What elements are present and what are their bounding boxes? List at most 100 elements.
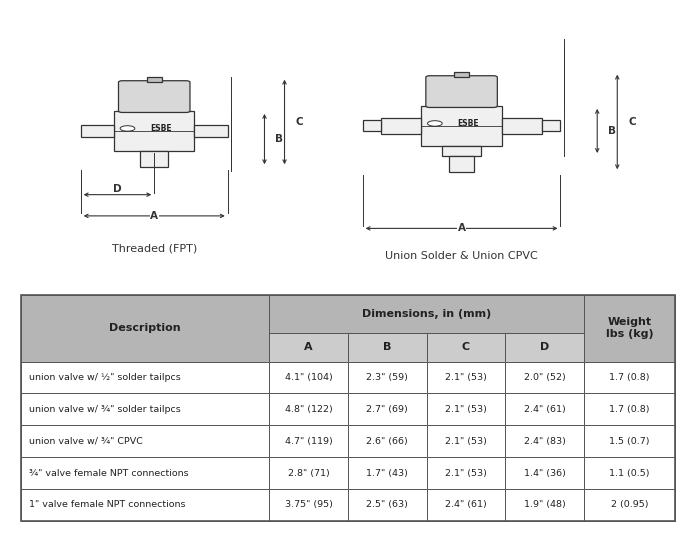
Text: 2.4" (61): 2.4" (61) — [445, 500, 487, 509]
Bar — [584, 295, 675, 362]
Bar — [348, 457, 427, 489]
Text: 2.5" (63): 2.5" (63) — [366, 500, 409, 509]
Text: 1.4" (36): 1.4" (36) — [523, 469, 565, 477]
Bar — [584, 489, 675, 521]
Circle shape — [120, 125, 135, 131]
Bar — [21, 457, 269, 489]
Bar — [269, 362, 348, 394]
Bar — [21, 394, 269, 425]
Bar — [21, 295, 269, 362]
Bar — [422, 106, 502, 146]
Text: 2.0" (52): 2.0" (52) — [523, 373, 565, 382]
Text: 2.7" (69): 2.7" (69) — [366, 405, 408, 414]
Text: 2.6" (66): 2.6" (66) — [366, 437, 408, 446]
Bar — [584, 425, 675, 457]
Text: Weight
lbs (kg): Weight lbs (kg) — [606, 317, 654, 339]
Bar — [348, 362, 427, 394]
Text: D: D — [113, 184, 122, 194]
Bar — [541, 121, 560, 131]
FancyBboxPatch shape — [118, 81, 190, 113]
Bar — [505, 333, 584, 362]
Bar — [348, 394, 427, 425]
Bar — [505, 425, 584, 457]
Bar — [269, 333, 348, 362]
Text: 1.9" (48): 1.9" (48) — [523, 500, 565, 509]
Text: 1.5 (0.7): 1.5 (0.7) — [609, 437, 650, 446]
Text: 2.8" (71): 2.8" (71) — [288, 469, 330, 477]
Text: 2.1" (53): 2.1" (53) — [445, 437, 487, 446]
Text: C: C — [628, 117, 635, 127]
Bar — [449, 156, 474, 172]
Text: 1.7" (43): 1.7" (43) — [366, 469, 409, 477]
Bar — [269, 425, 348, 457]
Bar — [21, 425, 269, 457]
Bar — [505, 394, 584, 425]
Text: Description: Description — [109, 323, 181, 333]
Bar — [147, 77, 161, 82]
Bar — [269, 295, 584, 333]
Text: 2 (0.95): 2 (0.95) — [611, 500, 648, 509]
Bar — [454, 72, 469, 77]
Text: union valve w/ ½" solder tailpcs: union valve w/ ½" solder tailpcs — [29, 373, 180, 382]
Bar — [427, 457, 505, 489]
Text: 1.7 (0.8): 1.7 (0.8) — [609, 405, 650, 414]
Bar — [502, 118, 541, 134]
Text: union valve w/ ¾" solder tailpcs: union valve w/ ¾" solder tailpcs — [29, 405, 180, 414]
Text: 2.1" (53): 2.1" (53) — [445, 373, 487, 382]
Bar — [21, 489, 269, 521]
Bar — [21, 362, 269, 394]
Text: C: C — [295, 117, 303, 127]
Text: 1" valve female NPT connections: 1" valve female NPT connections — [29, 500, 185, 509]
Text: Union Solder & Union CPVC: Union Solder & Union CPVC — [385, 251, 538, 261]
Bar — [194, 125, 228, 137]
Bar — [584, 362, 675, 394]
Text: A: A — [304, 342, 313, 352]
Bar — [505, 362, 584, 394]
Text: B: B — [383, 342, 391, 352]
Text: 2.4" (83): 2.4" (83) — [523, 437, 565, 446]
Text: B: B — [275, 134, 283, 144]
Bar — [269, 457, 348, 489]
Text: 3.75" (95): 3.75" (95) — [285, 500, 333, 509]
Bar — [348, 333, 427, 362]
Bar — [505, 457, 584, 489]
Bar — [505, 489, 584, 521]
Text: 1.1 (0.5): 1.1 (0.5) — [609, 469, 650, 477]
Text: B: B — [608, 126, 616, 136]
Bar — [363, 121, 381, 131]
Text: 1.7 (0.8): 1.7 (0.8) — [609, 373, 650, 382]
Bar — [81, 125, 114, 137]
Bar — [114, 111, 194, 151]
Text: ¾" valve female NPT connections: ¾" valve female NPT connections — [29, 469, 188, 477]
Text: 2.4" (61): 2.4" (61) — [523, 405, 565, 414]
Text: D: D — [540, 342, 549, 352]
Text: A: A — [457, 223, 466, 233]
Text: 2.3" (59): 2.3" (59) — [366, 373, 409, 382]
Bar — [348, 425, 427, 457]
Bar — [140, 151, 168, 167]
Text: Threaded (FPT): Threaded (FPT) — [111, 244, 197, 253]
FancyBboxPatch shape — [426, 76, 498, 107]
Text: union valve w/ ¾" CPVC: union valve w/ ¾" CPVC — [29, 437, 143, 446]
Text: 2.1" (53): 2.1" (53) — [445, 405, 487, 414]
Bar — [427, 394, 505, 425]
Bar — [269, 489, 348, 521]
Bar — [584, 394, 675, 425]
Text: ESBE: ESBE — [150, 124, 172, 133]
Text: C: C — [462, 342, 470, 352]
Bar — [584, 457, 675, 489]
Bar — [427, 362, 505, 394]
Text: 4.1" (104): 4.1" (104) — [285, 373, 333, 382]
Bar — [442, 146, 481, 156]
Bar — [348, 489, 427, 521]
Text: ESBE: ESBE — [457, 119, 479, 128]
Bar — [427, 333, 505, 362]
Text: Dimensions, in (mm): Dimensions, in (mm) — [362, 309, 491, 319]
Text: 4.8" (122): 4.8" (122) — [285, 405, 333, 414]
Circle shape — [427, 121, 442, 126]
Text: 2.1" (53): 2.1" (53) — [445, 469, 487, 477]
Bar — [427, 489, 505, 521]
Text: 4.7" (119): 4.7" (119) — [285, 437, 333, 446]
Bar — [269, 394, 348, 425]
Bar — [381, 118, 422, 134]
